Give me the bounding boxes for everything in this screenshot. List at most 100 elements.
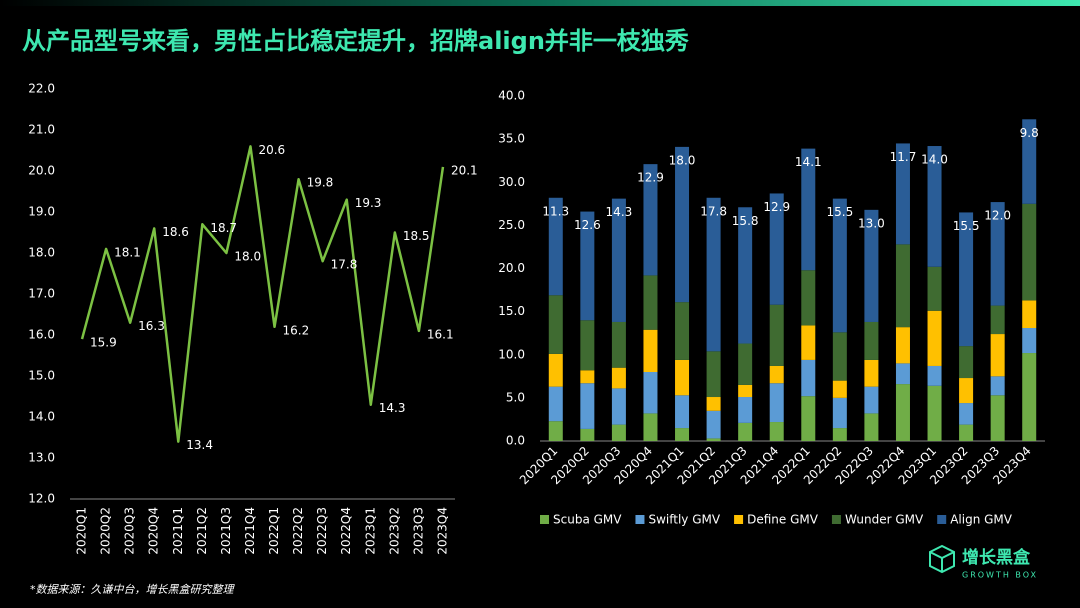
slide-title: 从产品型号来看，男性占比稳定提升，招牌align并非一枝独秀 bbox=[22, 27, 689, 55]
data-label: 11.3 bbox=[542, 204, 569, 218]
y-tick-label: 21.0 bbox=[28, 123, 55, 137]
y-tick-label: 15.0 bbox=[498, 304, 525, 318]
x-tick-label: 2021Q2 bbox=[195, 507, 209, 555]
data-label: 17.8 bbox=[331, 258, 358, 272]
bar-segment bbox=[927, 146, 942, 267]
legend-swatch bbox=[540, 515, 549, 524]
bar-segment bbox=[706, 397, 721, 411]
bar-segment bbox=[738, 384, 753, 398]
bar-segment bbox=[895, 363, 910, 385]
bar-segment bbox=[769, 365, 784, 384]
bar-segment bbox=[895, 327, 910, 364]
bar-segment bbox=[959, 212, 974, 347]
y-tick-label: 0.0 bbox=[506, 434, 525, 448]
bar-segment bbox=[864, 209, 879, 322]
data-label: 14.3 bbox=[379, 401, 406, 415]
bar-segment bbox=[675, 359, 690, 396]
bar-segment bbox=[738, 422, 753, 441]
data-label: 12.0 bbox=[984, 209, 1011, 223]
legend-label: Scuba GMV bbox=[553, 513, 622, 527]
bar-segment bbox=[832, 332, 847, 381]
bar-segment bbox=[675, 146, 690, 303]
data-label: 20.6 bbox=[258, 143, 285, 157]
y-tick-label: 10.0 bbox=[498, 347, 525, 361]
bar-segment bbox=[959, 424, 974, 441]
data-label: 14.1 bbox=[795, 155, 822, 169]
x-tick-label: 2021Q4 bbox=[243, 507, 257, 555]
y-tick-label: 15.0 bbox=[28, 369, 55, 383]
bar-segment bbox=[580, 428, 595, 441]
bar-segment bbox=[769, 422, 784, 441]
bar-segment bbox=[959, 403, 974, 425]
bar-segment bbox=[927, 385, 942, 441]
y-tick-label: 14.0 bbox=[28, 410, 55, 424]
bar-segment bbox=[769, 304, 784, 366]
data-label: 18.0 bbox=[234, 250, 261, 264]
bar-segment bbox=[864, 321, 879, 360]
legend-swatch bbox=[831, 515, 841, 524]
bar-segment bbox=[895, 384, 910, 441]
y-tick-label: 25.0 bbox=[498, 218, 525, 232]
x-tick-label: 2021Q1 bbox=[171, 507, 185, 555]
y-tick-label: 16.0 bbox=[28, 328, 55, 342]
logo-sub: GROWTH BOX bbox=[962, 571, 1038, 580]
bar-segment bbox=[959, 378, 974, 404]
line bbox=[80, 145, 445, 443]
y-tick-label: 5.0 bbox=[506, 390, 525, 404]
bar-segment bbox=[738, 343, 753, 385]
logo-name: 增长黑盒 bbox=[962, 547, 1031, 568]
bar-segment bbox=[548, 421, 563, 441]
bar-segment bbox=[864, 386, 879, 414]
y-tick-label: 18.0 bbox=[28, 246, 55, 260]
bar-segment bbox=[990, 334, 1005, 377]
y-tick-label: 13.0 bbox=[28, 451, 55, 465]
x-tick-label: 2023Q2 bbox=[387, 507, 401, 555]
data-label: 16.2 bbox=[283, 323, 310, 337]
data-label: 19.8 bbox=[307, 176, 334, 190]
x-tick-label: 2022Q1 bbox=[267, 507, 281, 555]
legend-swatch bbox=[937, 515, 947, 524]
bar-segment bbox=[738, 397, 753, 423]
y-tick-label: 20.0 bbox=[28, 164, 55, 178]
bar-segment bbox=[832, 428, 847, 441]
bar-segment bbox=[990, 305, 1005, 335]
x-tick-label: 2022Q3 bbox=[315, 507, 329, 555]
bar-segment bbox=[990, 395, 1005, 441]
bar-segment bbox=[1022, 300, 1037, 329]
data-label: 11.7 bbox=[890, 150, 917, 164]
y-tick-label: 35.0 bbox=[498, 132, 525, 146]
bar-segment bbox=[864, 359, 879, 387]
bar-segment bbox=[548, 353, 563, 387]
bar-segment bbox=[959, 346, 974, 379]
x-tick-label: 2023Q4 bbox=[435, 507, 449, 555]
bar-segment bbox=[1022, 119, 1037, 204]
data-label: 12.6 bbox=[574, 218, 601, 232]
legend-label: Define GMV bbox=[747, 513, 819, 527]
y-tick-label: 22.0 bbox=[28, 82, 55, 96]
legend-swatch bbox=[635, 515, 645, 524]
bar-segment bbox=[611, 321, 626, 368]
data-label: 18.5 bbox=[403, 229, 430, 243]
bar-segment bbox=[801, 396, 816, 441]
y-tick-label: 40.0 bbox=[498, 89, 525, 103]
data-label: 12.9 bbox=[637, 171, 664, 185]
bar-segment bbox=[706, 438, 721, 441]
x-tick-label: 2020Q3 bbox=[123, 507, 137, 555]
data-label: 15.8 bbox=[732, 214, 759, 228]
bar-segment bbox=[611, 424, 626, 441]
bar-segment bbox=[864, 413, 879, 441]
bar-segment bbox=[611, 388, 626, 425]
legend-label: Wunder GMV bbox=[845, 513, 924, 527]
logo: 增长黑盒 GROWTH BOX bbox=[929, 544, 1038, 580]
bar-segment bbox=[643, 413, 658, 441]
x-tick-label: 2020Q2 bbox=[99, 507, 113, 555]
data-label: 9.8 bbox=[1020, 126, 1039, 140]
data-label: 17.8 bbox=[700, 204, 727, 218]
bar-segment bbox=[832, 397, 847, 429]
x-tick-label: 2021Q3 bbox=[219, 507, 233, 555]
bar-segment bbox=[643, 372, 658, 414]
data-label: 18.0 bbox=[669, 153, 696, 167]
bar-segment bbox=[801, 325, 816, 360]
top-band bbox=[0, 0, 1080, 6]
